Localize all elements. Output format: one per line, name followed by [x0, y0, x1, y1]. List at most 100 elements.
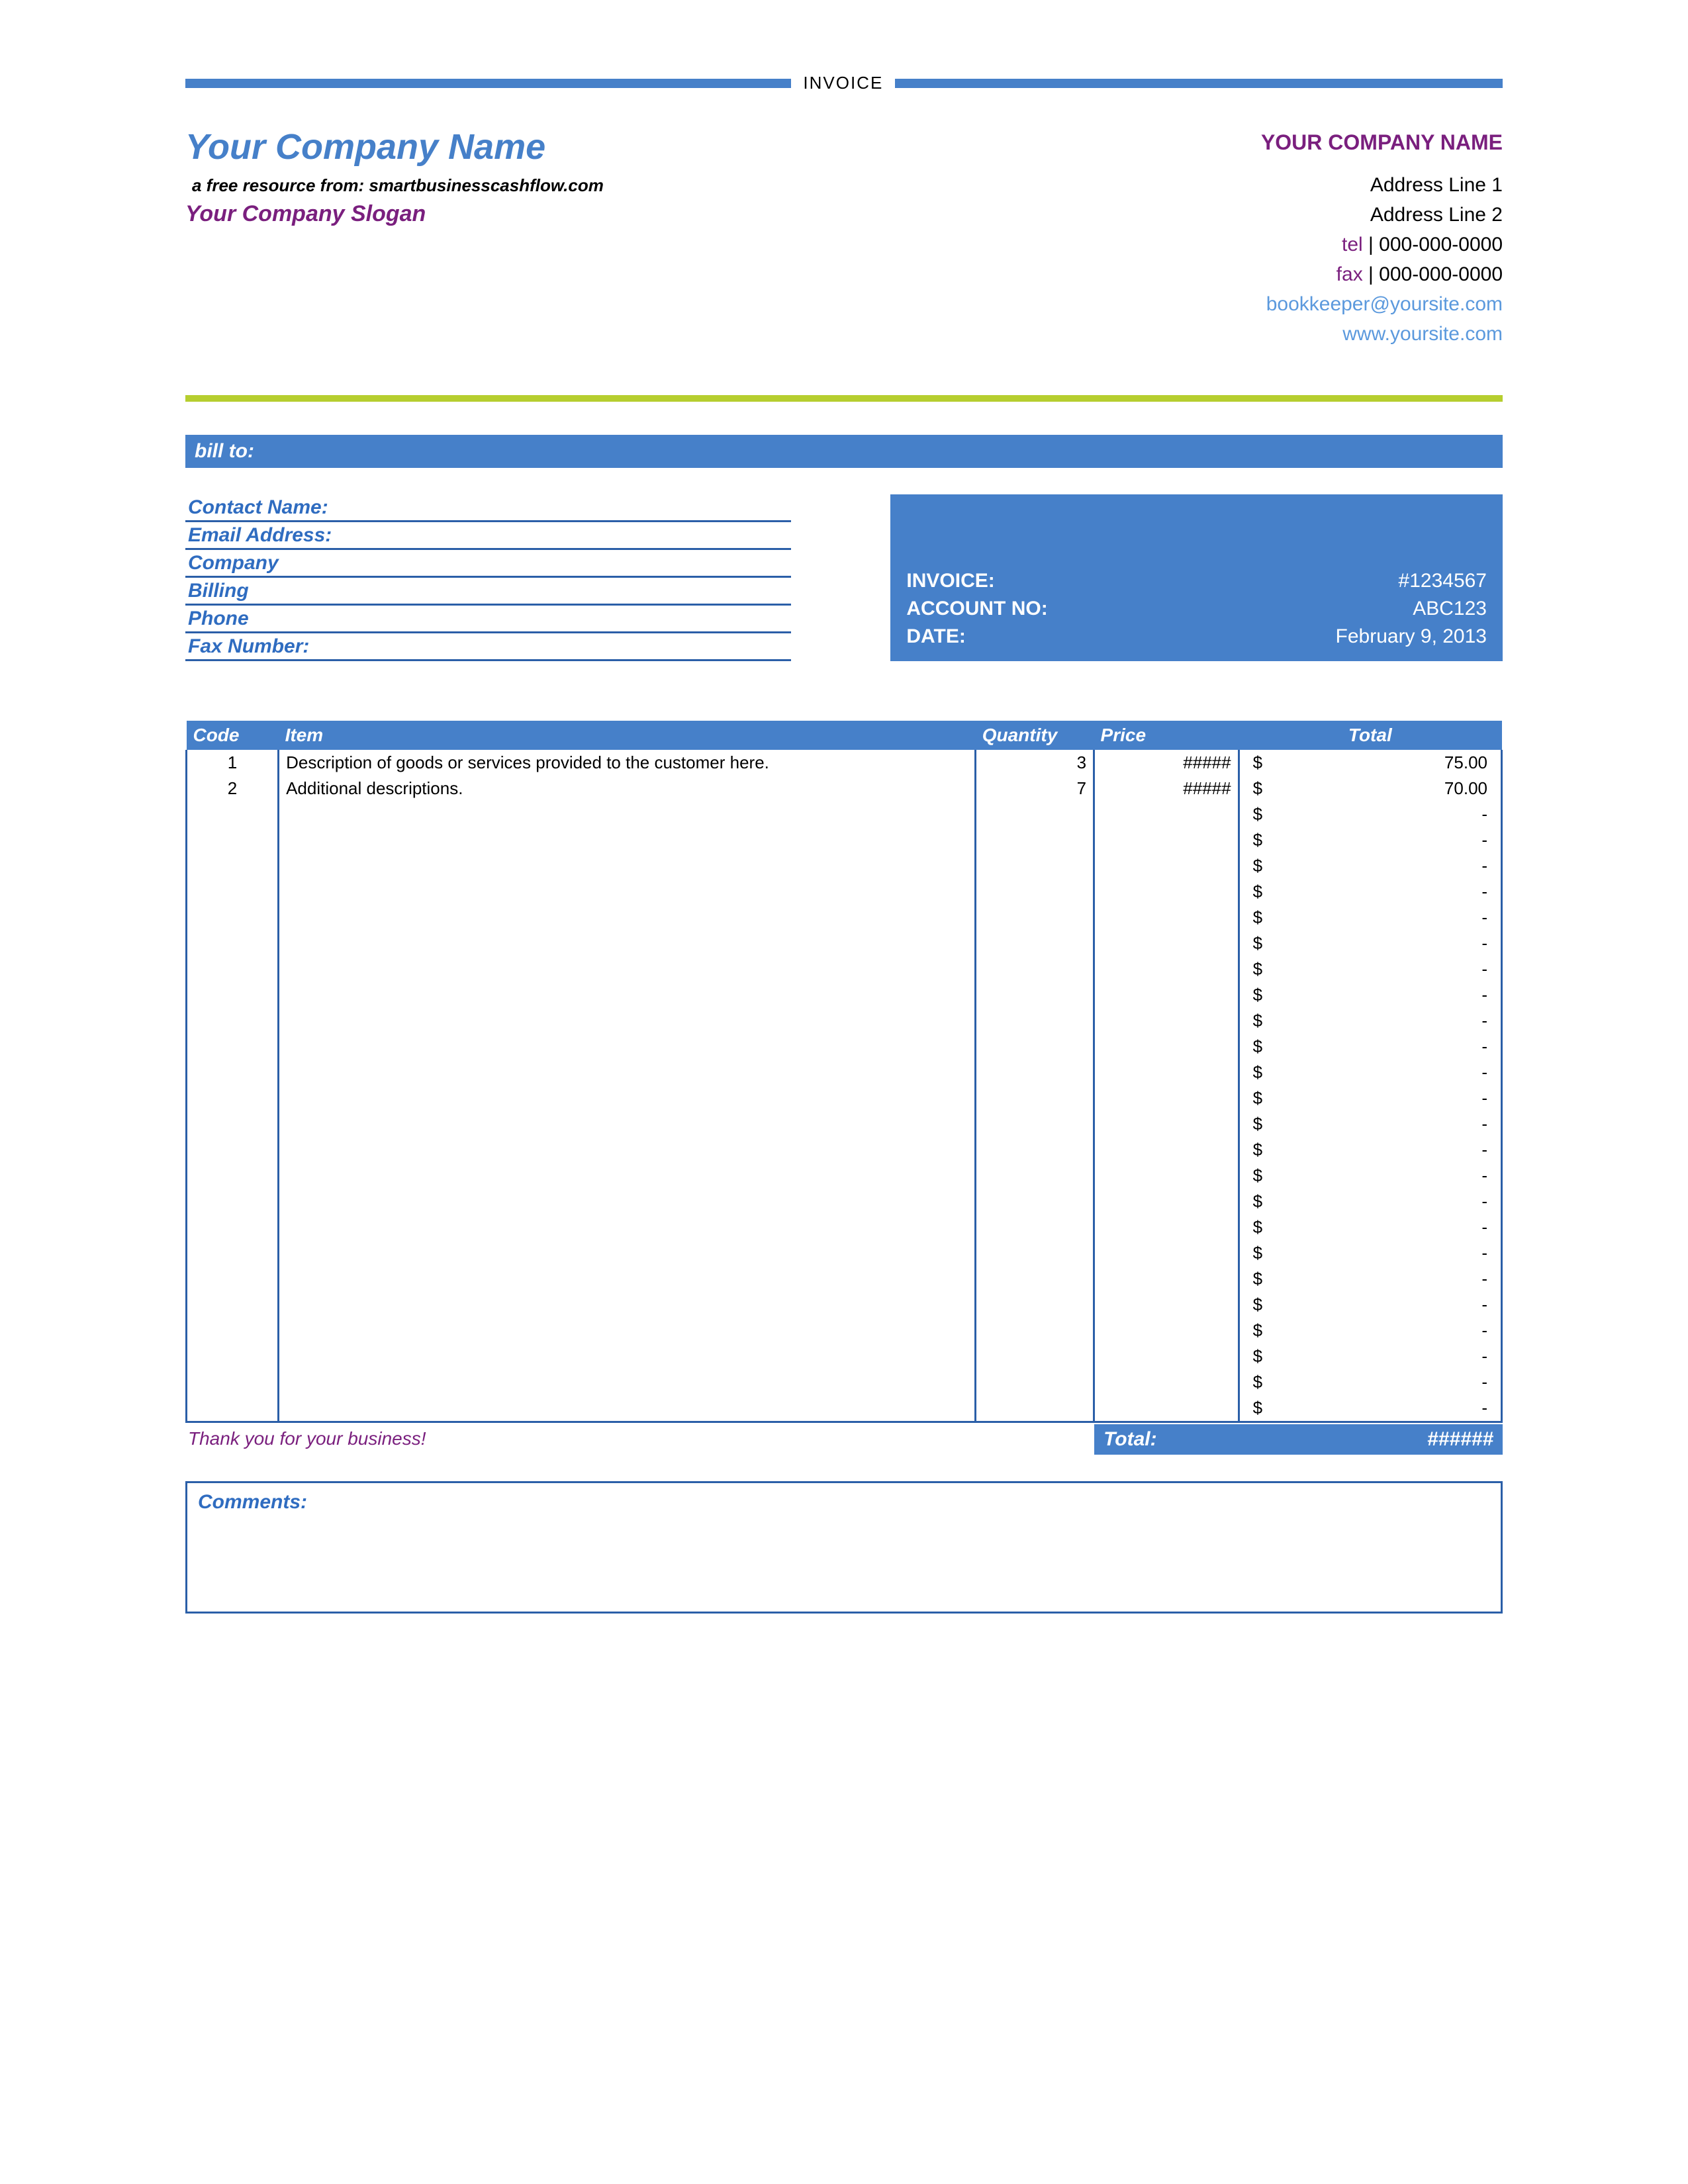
cell-qty[interactable]	[976, 1369, 1094, 1395]
cell-item[interactable]	[279, 1189, 976, 1214]
cell-code[interactable]	[187, 1060, 279, 1085]
cell-item[interactable]	[279, 1214, 976, 1240]
cell-price[interactable]	[1094, 1395, 1239, 1422]
cell-item[interactable]	[279, 1240, 976, 1266]
cell-qty[interactable]	[976, 1189, 1094, 1214]
cell-qty[interactable]	[976, 827, 1094, 853]
cell-code[interactable]: 1	[187, 750, 279, 776]
cell-price[interactable]	[1094, 1369, 1239, 1395]
cell-price[interactable]	[1094, 1214, 1239, 1240]
cell-item[interactable]	[279, 1085, 976, 1111]
cell-qty[interactable]	[976, 1318, 1094, 1343]
cell-qty[interactable]	[976, 1266, 1094, 1292]
cell-price[interactable]	[1094, 1343, 1239, 1369]
cell-qty[interactable]	[976, 1343, 1094, 1369]
cell-code[interactable]	[187, 1318, 279, 1343]
cell-code[interactable]	[187, 1111, 279, 1137]
cell-price[interactable]	[1094, 853, 1239, 879]
cell-item[interactable]: Description of goods or services provide…	[279, 750, 976, 776]
cell-item[interactable]	[279, 1266, 976, 1292]
cell-price[interactable]: #####	[1094, 776, 1239, 801]
cell-code[interactable]	[187, 1292, 279, 1318]
cell-qty[interactable]	[976, 1008, 1094, 1034]
cell-qty[interactable]	[976, 1292, 1094, 1318]
cell-price[interactable]	[1094, 801, 1239, 827]
cell-code[interactable]	[187, 853, 279, 879]
cell-item[interactable]	[279, 1137, 976, 1163]
cell-qty[interactable]	[976, 853, 1094, 879]
cell-item[interactable]: Additional descriptions.	[279, 776, 976, 801]
cell-qty[interactable]	[976, 1060, 1094, 1085]
cell-qty[interactable]	[976, 1395, 1094, 1422]
cell-code[interactable]	[187, 801, 279, 827]
cell-price[interactable]	[1094, 1240, 1239, 1266]
cell-code[interactable]	[187, 931, 279, 956]
cell-qty[interactable]	[976, 1163, 1094, 1189]
cell-price[interactable]	[1094, 1163, 1239, 1189]
cell-price[interactable]	[1094, 1008, 1239, 1034]
cell-qty[interactable]	[976, 1214, 1094, 1240]
cell-item[interactable]	[279, 801, 976, 827]
bill-field[interactable]: Phone	[185, 606, 791, 633]
cell-item[interactable]	[279, 879, 976, 905]
cell-code[interactable]	[187, 1266, 279, 1292]
cell-item[interactable]	[279, 1395, 976, 1422]
cell-item[interactable]	[279, 982, 976, 1008]
cell-item[interactable]	[279, 1369, 976, 1395]
cell-code[interactable]	[187, 982, 279, 1008]
email-link[interactable]: bookkeeper@yoursite.com	[1261, 289, 1503, 319]
cell-price[interactable]	[1094, 1060, 1239, 1085]
cell-price[interactable]	[1094, 879, 1239, 905]
cell-code[interactable]	[187, 1034, 279, 1060]
cell-qty[interactable]	[976, 1111, 1094, 1137]
cell-item[interactable]	[279, 931, 976, 956]
cell-code[interactable]	[187, 1189, 279, 1214]
cell-price[interactable]	[1094, 931, 1239, 956]
cell-qty[interactable]	[976, 905, 1094, 931]
bill-field[interactable]: Contact Name:	[185, 494, 791, 522]
cell-code[interactable]	[187, 905, 279, 931]
cell-code[interactable]	[187, 1163, 279, 1189]
cell-item[interactable]	[279, 1163, 976, 1189]
cell-item[interactable]	[279, 1008, 976, 1034]
cell-item[interactable]	[279, 1292, 976, 1318]
cell-code[interactable]	[187, 827, 279, 853]
cell-qty[interactable]	[976, 956, 1094, 982]
bill-field[interactable]: Billing	[185, 578, 791, 606]
cell-code[interactable]: 2	[187, 776, 279, 801]
cell-item[interactable]	[279, 827, 976, 853]
cell-code[interactable]	[187, 1214, 279, 1240]
cell-item[interactable]	[279, 853, 976, 879]
cell-price[interactable]	[1094, 956, 1239, 982]
cell-item[interactable]	[279, 1318, 976, 1343]
cell-qty[interactable]	[976, 879, 1094, 905]
cell-price[interactable]	[1094, 982, 1239, 1008]
cell-qty[interactable]	[976, 1034, 1094, 1060]
cell-price[interactable]	[1094, 1034, 1239, 1060]
cell-qty[interactable]: 3	[976, 750, 1094, 776]
cell-code[interactable]	[187, 1137, 279, 1163]
comments-box[interactable]: Comments:	[185, 1481, 1503, 1614]
cell-price[interactable]: #####	[1094, 750, 1239, 776]
cell-item[interactable]	[279, 905, 976, 931]
cell-price[interactable]	[1094, 1266, 1239, 1292]
cell-price[interactable]	[1094, 905, 1239, 931]
cell-qty[interactable]	[976, 931, 1094, 956]
cell-code[interactable]	[187, 1369, 279, 1395]
cell-qty[interactable]	[976, 982, 1094, 1008]
cell-code[interactable]	[187, 1343, 279, 1369]
cell-code[interactable]	[187, 1395, 279, 1422]
cell-price[interactable]	[1094, 1318, 1239, 1343]
cell-price[interactable]	[1094, 1111, 1239, 1137]
cell-code[interactable]	[187, 1085, 279, 1111]
cell-price[interactable]	[1094, 827, 1239, 853]
website-link[interactable]: www.yoursite.com	[1261, 319, 1503, 349]
cell-code[interactable]	[187, 956, 279, 982]
bill-field[interactable]: Email Address:	[185, 522, 791, 550]
cell-qty[interactable]	[976, 1085, 1094, 1111]
cell-code[interactable]	[187, 879, 279, 905]
cell-qty[interactable]	[976, 1137, 1094, 1163]
bill-field[interactable]: Fax Number:	[185, 633, 791, 661]
bill-field[interactable]: Company	[185, 550, 791, 578]
cell-price[interactable]	[1094, 1189, 1239, 1214]
